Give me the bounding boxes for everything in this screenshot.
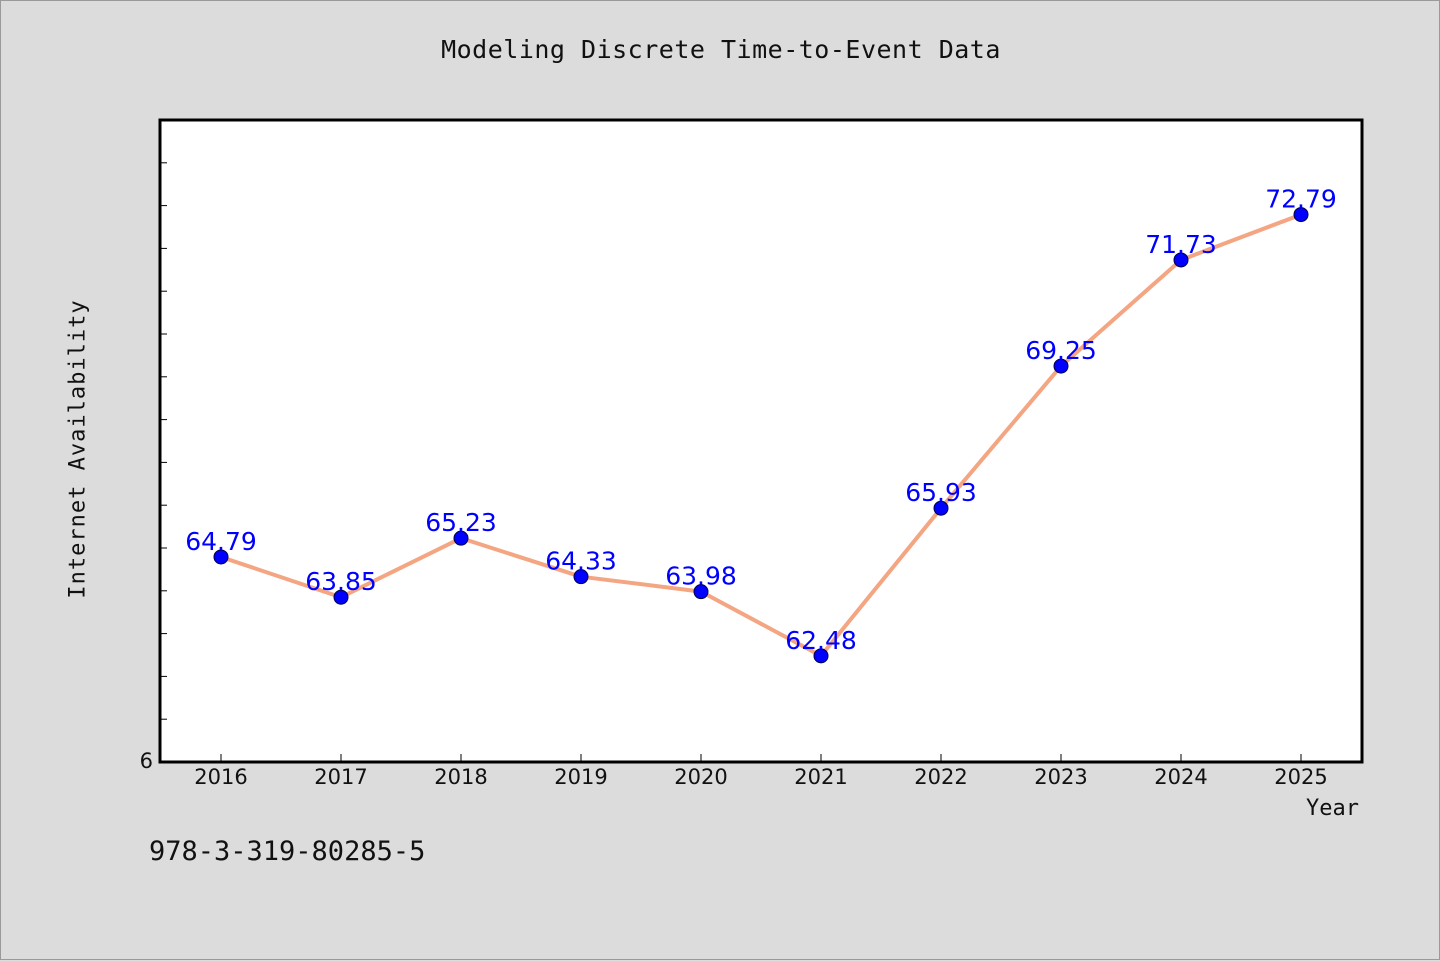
x-tick-label: 2024	[1154, 765, 1207, 789]
x-tick-label: 2020	[674, 765, 727, 789]
data-label: 65.93	[905, 478, 977, 507]
data-point	[933, 500, 949, 516]
data-point	[453, 530, 469, 546]
x-tick-label: 2017	[314, 765, 367, 789]
data-label: 64.79	[185, 527, 257, 556]
data-point	[693, 584, 709, 600]
x-tick-label: 2018	[434, 765, 487, 789]
x-tick-label: 2025	[1274, 765, 1327, 789]
data-label: 63.98	[665, 562, 737, 591]
data-point	[813, 648, 829, 664]
plot-area	[158, 118, 1364, 764]
x-tick-label: 2022	[914, 765, 967, 789]
y-tick-label: 6	[140, 749, 153, 773]
y-axis-ticks	[160, 162, 167, 720]
data-point	[573, 569, 589, 585]
data-label: 63.85	[305, 567, 377, 596]
data-label: 62.48	[785, 626, 857, 655]
x-axis-label: Year	[1306, 796, 1359, 821]
x-tick-label: 2019	[554, 765, 607, 789]
data-label: 72.79	[1265, 185, 1337, 214]
data-point	[1173, 252, 1189, 268]
data-point	[213, 549, 229, 565]
x-tick-label: 2023	[1034, 765, 1087, 789]
data-label: 69.25	[1025, 336, 1097, 365]
data-markers	[213, 207, 1309, 664]
x-tick-label: 2016	[194, 765, 247, 789]
series-line	[219, 212, 1303, 658]
x-axis-ticks: 2016 2017 2018 2019 2020 2021 2022 2023 2024 2025	[194, 754, 1328, 789]
y-axis-label: Internet Availability	[65, 299, 91, 599]
data-point	[333, 589, 349, 605]
data-label: 71.73	[1145, 230, 1217, 259]
x-tick-label: 2021	[794, 765, 847, 789]
data-point	[1293, 207, 1309, 223]
data-point	[1053, 358, 1069, 374]
data-labels: 64.79 63.85 65.23 64.33 63.98 62.48 65.93 69.25…	[185, 185, 1337, 655]
chart-title: Modeling Discrete Time-to-Event Data	[441, 35, 1001, 64]
data-label: 65.23	[425, 508, 497, 537]
data-label: 64.33	[545, 547, 617, 576]
footer-code: 978-3-319-80285-5	[149, 836, 426, 867]
